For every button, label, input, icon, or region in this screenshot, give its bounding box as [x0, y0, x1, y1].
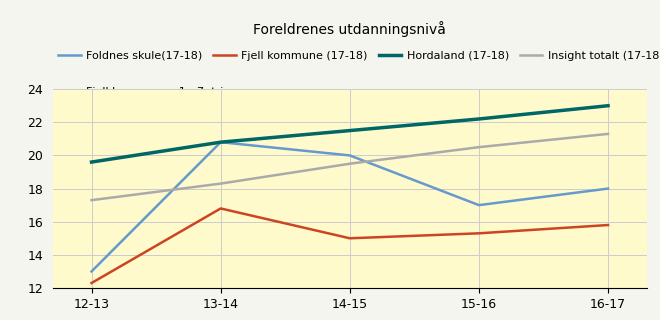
- Text: Foreldrenes utdanningsnivå: Foreldrenes utdanningsnivå: [253, 21, 446, 37]
- Legend: Fjell kommune - 1.- 7. trinn
(17-18): Fjell kommune - 1.- 7. trinn (17-18): [58, 87, 238, 108]
